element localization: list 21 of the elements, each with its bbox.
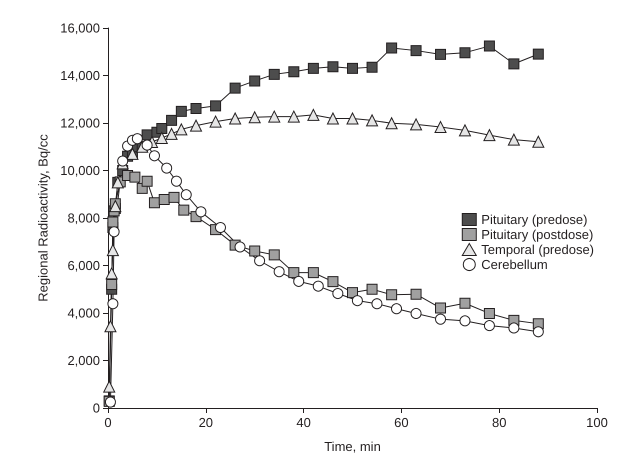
y-tick-label: 14,000 — [60, 68, 100, 83]
y-tick-label: 2,000 — [67, 353, 100, 368]
y-tick-label: 10,000 — [60, 163, 100, 178]
x-tick-label: 100 — [586, 415, 608, 430]
x-tick-label: 20 — [198, 415, 214, 430]
y-axis-title: Regional Radioactivity, Bq/cc — [35, 134, 50, 302]
x-tick-label: 0 — [104, 415, 112, 430]
y-tick-label: 0 — [92, 400, 100, 416]
x-tick-label: 80 — [492, 415, 506, 430]
y-tick-label: 16,000 — [60, 20, 100, 36]
y-tick-label: 8,000 — [67, 210, 100, 226]
legend-label: Temporal (predose) — [481, 242, 594, 257]
legend-label: Pituitary (predose) — [481, 212, 588, 227]
x-tick-label: 60 — [394, 415, 409, 430]
x-axis-title: Time, min — [324, 439, 381, 454]
y-tick-label: 4,000 — [67, 306, 100, 320]
x-tick-label: 40 — [296, 415, 311, 430]
y-tick-label: 6,000 — [67, 258, 100, 273]
legend-label: Pituitary (postdose) — [481, 227, 594, 242]
y-tick-label: 12,000 — [60, 116, 100, 130]
legend-label: Cerebellum — [481, 257, 548, 272]
